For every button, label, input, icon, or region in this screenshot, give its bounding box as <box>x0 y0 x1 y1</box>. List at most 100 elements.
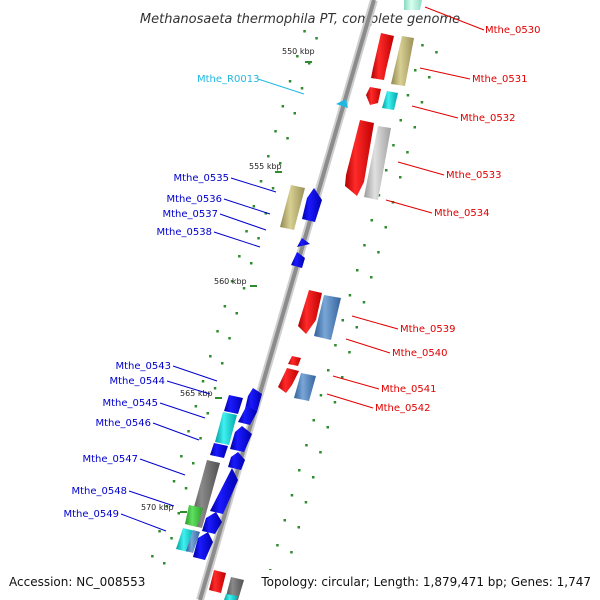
track-dot <box>420 101 424 104</box>
track-dot <box>158 530 161 533</box>
gene-label[interactable]: Mthe_0545 <box>103 398 159 409</box>
scale-tick-label: 550 kbp <box>282 47 315 56</box>
gene-glyph-bottom-dark[interactable] <box>225 577 244 600</box>
gene-glyph-mthe-0531-red[interactable] <box>371 33 394 80</box>
gene-label[interactable]: Mthe_0539 <box>400 324 456 335</box>
gene-glyph-mthe-0532[interactable] <box>382 91 398 110</box>
track-dot <box>288 80 292 83</box>
gene-glyph-mthe-0547-long[interactable] <box>210 468 238 514</box>
gene-label[interactable]: Mthe_0543 <box>116 361 172 372</box>
track-dot <box>363 244 366 247</box>
gene-label[interactable]: Mthe_0533 <box>446 170 502 181</box>
scale-tick-label: 560 kbp <box>214 277 247 286</box>
leader-line <box>213 231 261 248</box>
track-dot <box>228 337 231 340</box>
gene-label[interactable]: Mthe_0547 <box>83 454 139 465</box>
track-dot <box>177 512 180 515</box>
track-dot <box>267 155 270 158</box>
gene-glyph-mthe-0536[interactable] <box>302 188 322 222</box>
track-dot <box>300 87 304 90</box>
genome-backbone <box>196 0 378 600</box>
gene-glyph-mthe-0547[interactable] <box>228 452 245 470</box>
track-dot <box>290 551 293 554</box>
track-dot <box>245 230 248 233</box>
gene-glyph-mthe-r0013[interactable] <box>336 99 348 108</box>
track-dot <box>413 126 416 129</box>
gene-glyph-mthe-0543[interactable] <box>245 388 262 412</box>
gene-glyph-mthe-0535[interactable] <box>280 185 305 230</box>
leader-line <box>332 375 380 390</box>
gene-glyph-mthe-0532-red[interactable] <box>366 87 381 105</box>
track-dot <box>370 276 373 279</box>
track-dot <box>264 212 267 215</box>
track-dot <box>326 426 329 429</box>
track-dot <box>319 451 322 454</box>
gene-glyph-mthe-0541-small[interactable] <box>288 356 301 366</box>
gene-label[interactable]: Mthe_0541 <box>381 384 437 395</box>
gene-label[interactable]: Mthe_0542 <box>375 403 431 414</box>
track-dot <box>165 505 169 508</box>
track-dot <box>242 287 246 290</box>
track-dot <box>298 469 301 472</box>
gene-glyph-mthe-0548[interactable] <box>185 505 203 527</box>
gene-label[interactable]: Mthe_0540 <box>392 348 448 359</box>
track-dot <box>303 30 306 33</box>
gene-glyph-mthe-0537[interactable] <box>297 238 310 247</box>
gene-label[interactable]: Mthe_0548 <box>72 486 128 497</box>
gene-glyph-mthe-0542[interactable] <box>294 373 316 401</box>
leader-line <box>397 161 445 176</box>
leader-line <box>172 365 218 382</box>
leader-line <box>257 78 305 95</box>
gene-label[interactable]: Mthe_0537 <box>163 209 219 220</box>
gene-glyph-mthe-0544[interactable] <box>224 395 243 414</box>
leader-line <box>385 199 433 214</box>
map-title: Methanosaeta thermophila PT, complete ge… <box>140 12 460 27</box>
track-dot <box>252 205 256 208</box>
gene-glyph-mthe-0540[interactable] <box>314 295 341 340</box>
gene-glyph-mthe-0530[interactable] <box>404 0 422 10</box>
track-dot <box>216 330 219 333</box>
gene-label[interactable]: Mthe_R0013 <box>197 74 259 85</box>
gene-label[interactable]: Mthe_0538 <box>157 227 213 238</box>
track-dot <box>334 344 337 347</box>
gene-glyph-mthe-0539[interactable] <box>298 290 322 334</box>
track-dot <box>283 519 286 522</box>
track-dot <box>348 351 351 354</box>
leader-line <box>345 338 391 354</box>
track-dot <box>201 380 205 383</box>
gene-label[interactable]: Mthe_0536 <box>167 194 223 205</box>
leader-line <box>120 513 167 532</box>
gene-glyph-mthe-0531[interactable] <box>391 36 414 86</box>
plus-strand-genes <box>209 0 422 600</box>
gene-glyph-mthe-0533[interactable] <box>364 126 391 200</box>
gene-label[interactable]: Mthe_0546 <box>96 418 152 429</box>
minus-strand-genes <box>176 99 348 560</box>
gene-label[interactable]: Mthe_0544 <box>110 376 166 387</box>
gene-glyph-bottom-cyan[interactable] <box>224 594 238 600</box>
track-dot <box>305 444 308 447</box>
gene-glyph-mthe-0538[interactable] <box>291 252 305 268</box>
gene-glyph-mthe-0546[interactable] <box>230 426 252 452</box>
gene-glyph-bottom-red[interactable] <box>209 570 226 593</box>
gene-glyph-mthe-0549-steel[interactable] <box>186 530 200 553</box>
gene-glyph-mthe-0546-left[interactable] <box>210 443 228 458</box>
gene-label[interactable]: Mthe_0532 <box>460 113 516 124</box>
gene-glyph-mthe-0533-red[interactable] <box>345 120 374 196</box>
gene-label[interactable]: Mthe_0531 <box>472 74 528 85</box>
gene-glyph-mthe-0545-right[interactable] <box>238 405 257 425</box>
gene-glyph-mthe-0549-right[interactable] <box>193 532 213 560</box>
track-dot <box>230 280 234 283</box>
gene-label[interactable]: Mthe_0534 <box>434 208 490 219</box>
gene-glyph-mthe-0545[interactable] <box>215 412 237 445</box>
gene-glyph-mthe-0549[interactable] <box>176 528 195 552</box>
track-dot <box>435 51 438 54</box>
gene-label[interactable]: Mthe_0549 <box>64 509 120 520</box>
gene-glyph-mthe-0548-right[interactable] <box>202 512 222 534</box>
track-dot <box>281 105 285 108</box>
gene-label[interactable]: Mthe_0535 <box>174 173 230 184</box>
gene-glyph-mthe-0541[interactable] <box>278 368 299 393</box>
gene-label[interactable]: Mthe_0530 <box>485 25 541 36</box>
leader-line <box>166 380 211 395</box>
track-dot <box>392 144 395 147</box>
track-dot <box>406 94 410 97</box>
